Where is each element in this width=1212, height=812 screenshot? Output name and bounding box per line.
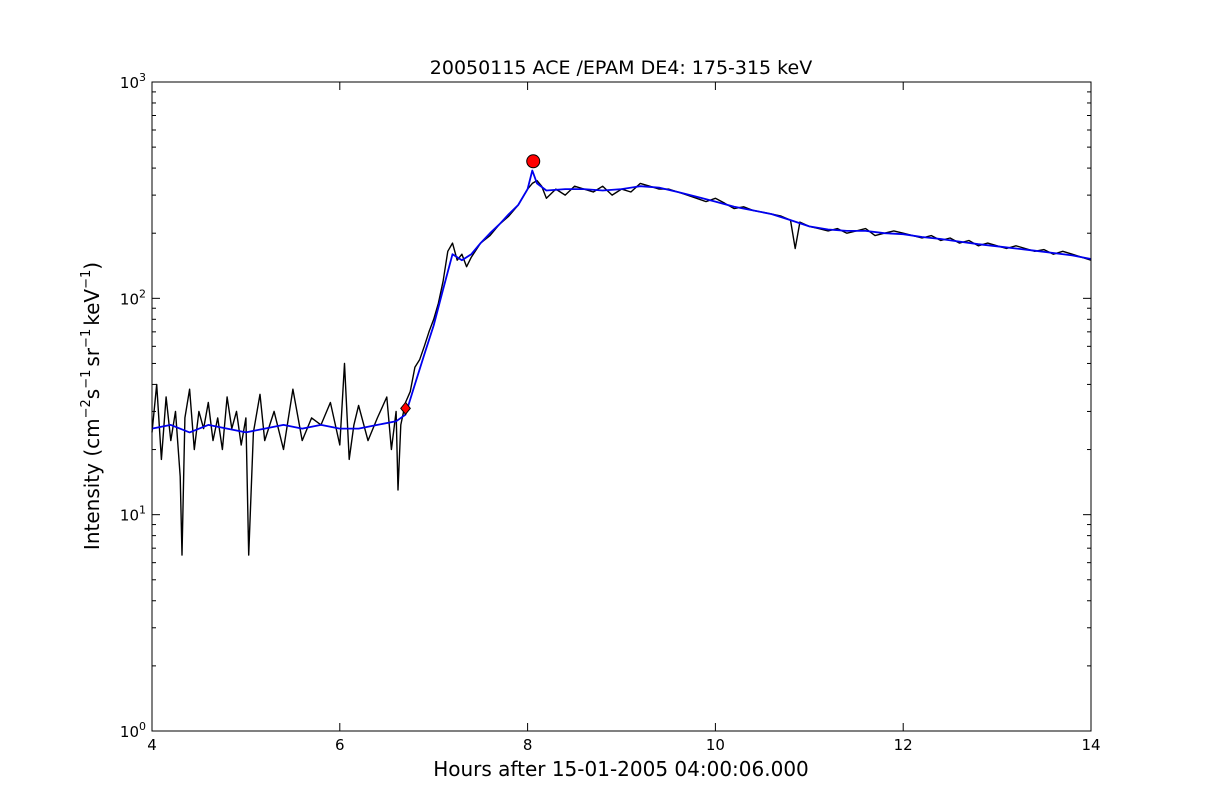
plot-frame (151, 81, 1092, 732)
series-layer (151, 169, 1092, 556)
chart-title: 20050115 ACE /EPAM DE4: 175-315 keV (430, 57, 812, 79)
marker-circle (526, 154, 541, 169)
y-label-prefix: Intensity (cm (80, 418, 104, 550)
plot-area (152, 82, 1091, 731)
x-tick-label: 10 (706, 736, 725, 754)
y-tick-label: 101 (120, 504, 146, 525)
x-tick-label: 12 (894, 736, 913, 754)
x-tick-label: 14 (1081, 736, 1100, 754)
x-axis-label: Hours after 15-01-2005 04:00:06.000 (433, 757, 809, 781)
y-axis-label: Intensity (cm−2s−1sr−1keV−1) (79, 262, 104, 550)
y-label-exp4: −1 (79, 270, 94, 289)
y-label-mid1: s (80, 389, 104, 399)
x-tick-label: 8 (523, 736, 533, 754)
y-label-mid3: keV (80, 289, 104, 326)
y-label-mid2: sr (80, 347, 104, 366)
y-label-suffix: ) (80, 262, 104, 270)
x-axis-ticks: 4 6 8 10 12 14 (147, 82, 1101, 754)
y-label-exp1: −2 (79, 399, 94, 418)
y-tick-label: 102 (120, 287, 146, 308)
marker-layer (400, 154, 541, 416)
y-tick-label: 100 (120, 720, 146, 741)
x-tick-label: 4 (147, 736, 157, 754)
marker-diamond (400, 401, 411, 416)
y-tick-label: 103 (120, 71, 146, 92)
y-label-exp3: −1 (79, 329, 94, 348)
series-line-smoothed (151, 169, 1092, 434)
y-axis-ticks: 100 101 102 103 (120, 71, 1091, 741)
y-label-exp2: −1 (79, 370, 94, 389)
x-tick-label: 6 (335, 736, 345, 754)
